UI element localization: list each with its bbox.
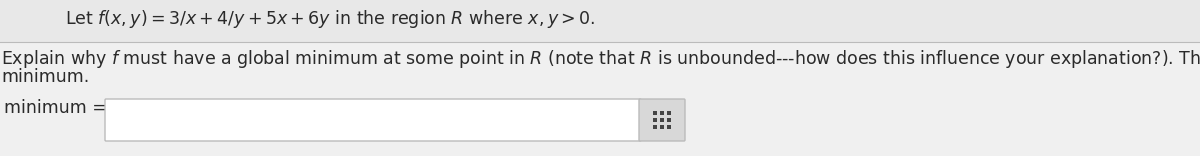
- Text: Let $f(x, y) = 3/x + 4/y + 5x + 6y$ in the region $R$ where $x, y > 0.$: Let $f(x, y) = 3/x + 4/y + 5x + 6y$ in t…: [65, 8, 595, 30]
- Bar: [0, 0, 1200, 42]
- Bar: [0, 42, 1200, 156]
- FancyBboxPatch shape: [640, 99, 685, 141]
- Text: Explain why $f$ must have a global minimum at some point in $R$ (note that $R$ i: Explain why $f$ must have a global minim…: [1, 48, 1200, 70]
- Text: minimum =: minimum =: [4, 99, 107, 117]
- Text: minimum.: minimum.: [1, 68, 89, 86]
- FancyBboxPatch shape: [106, 99, 641, 141]
